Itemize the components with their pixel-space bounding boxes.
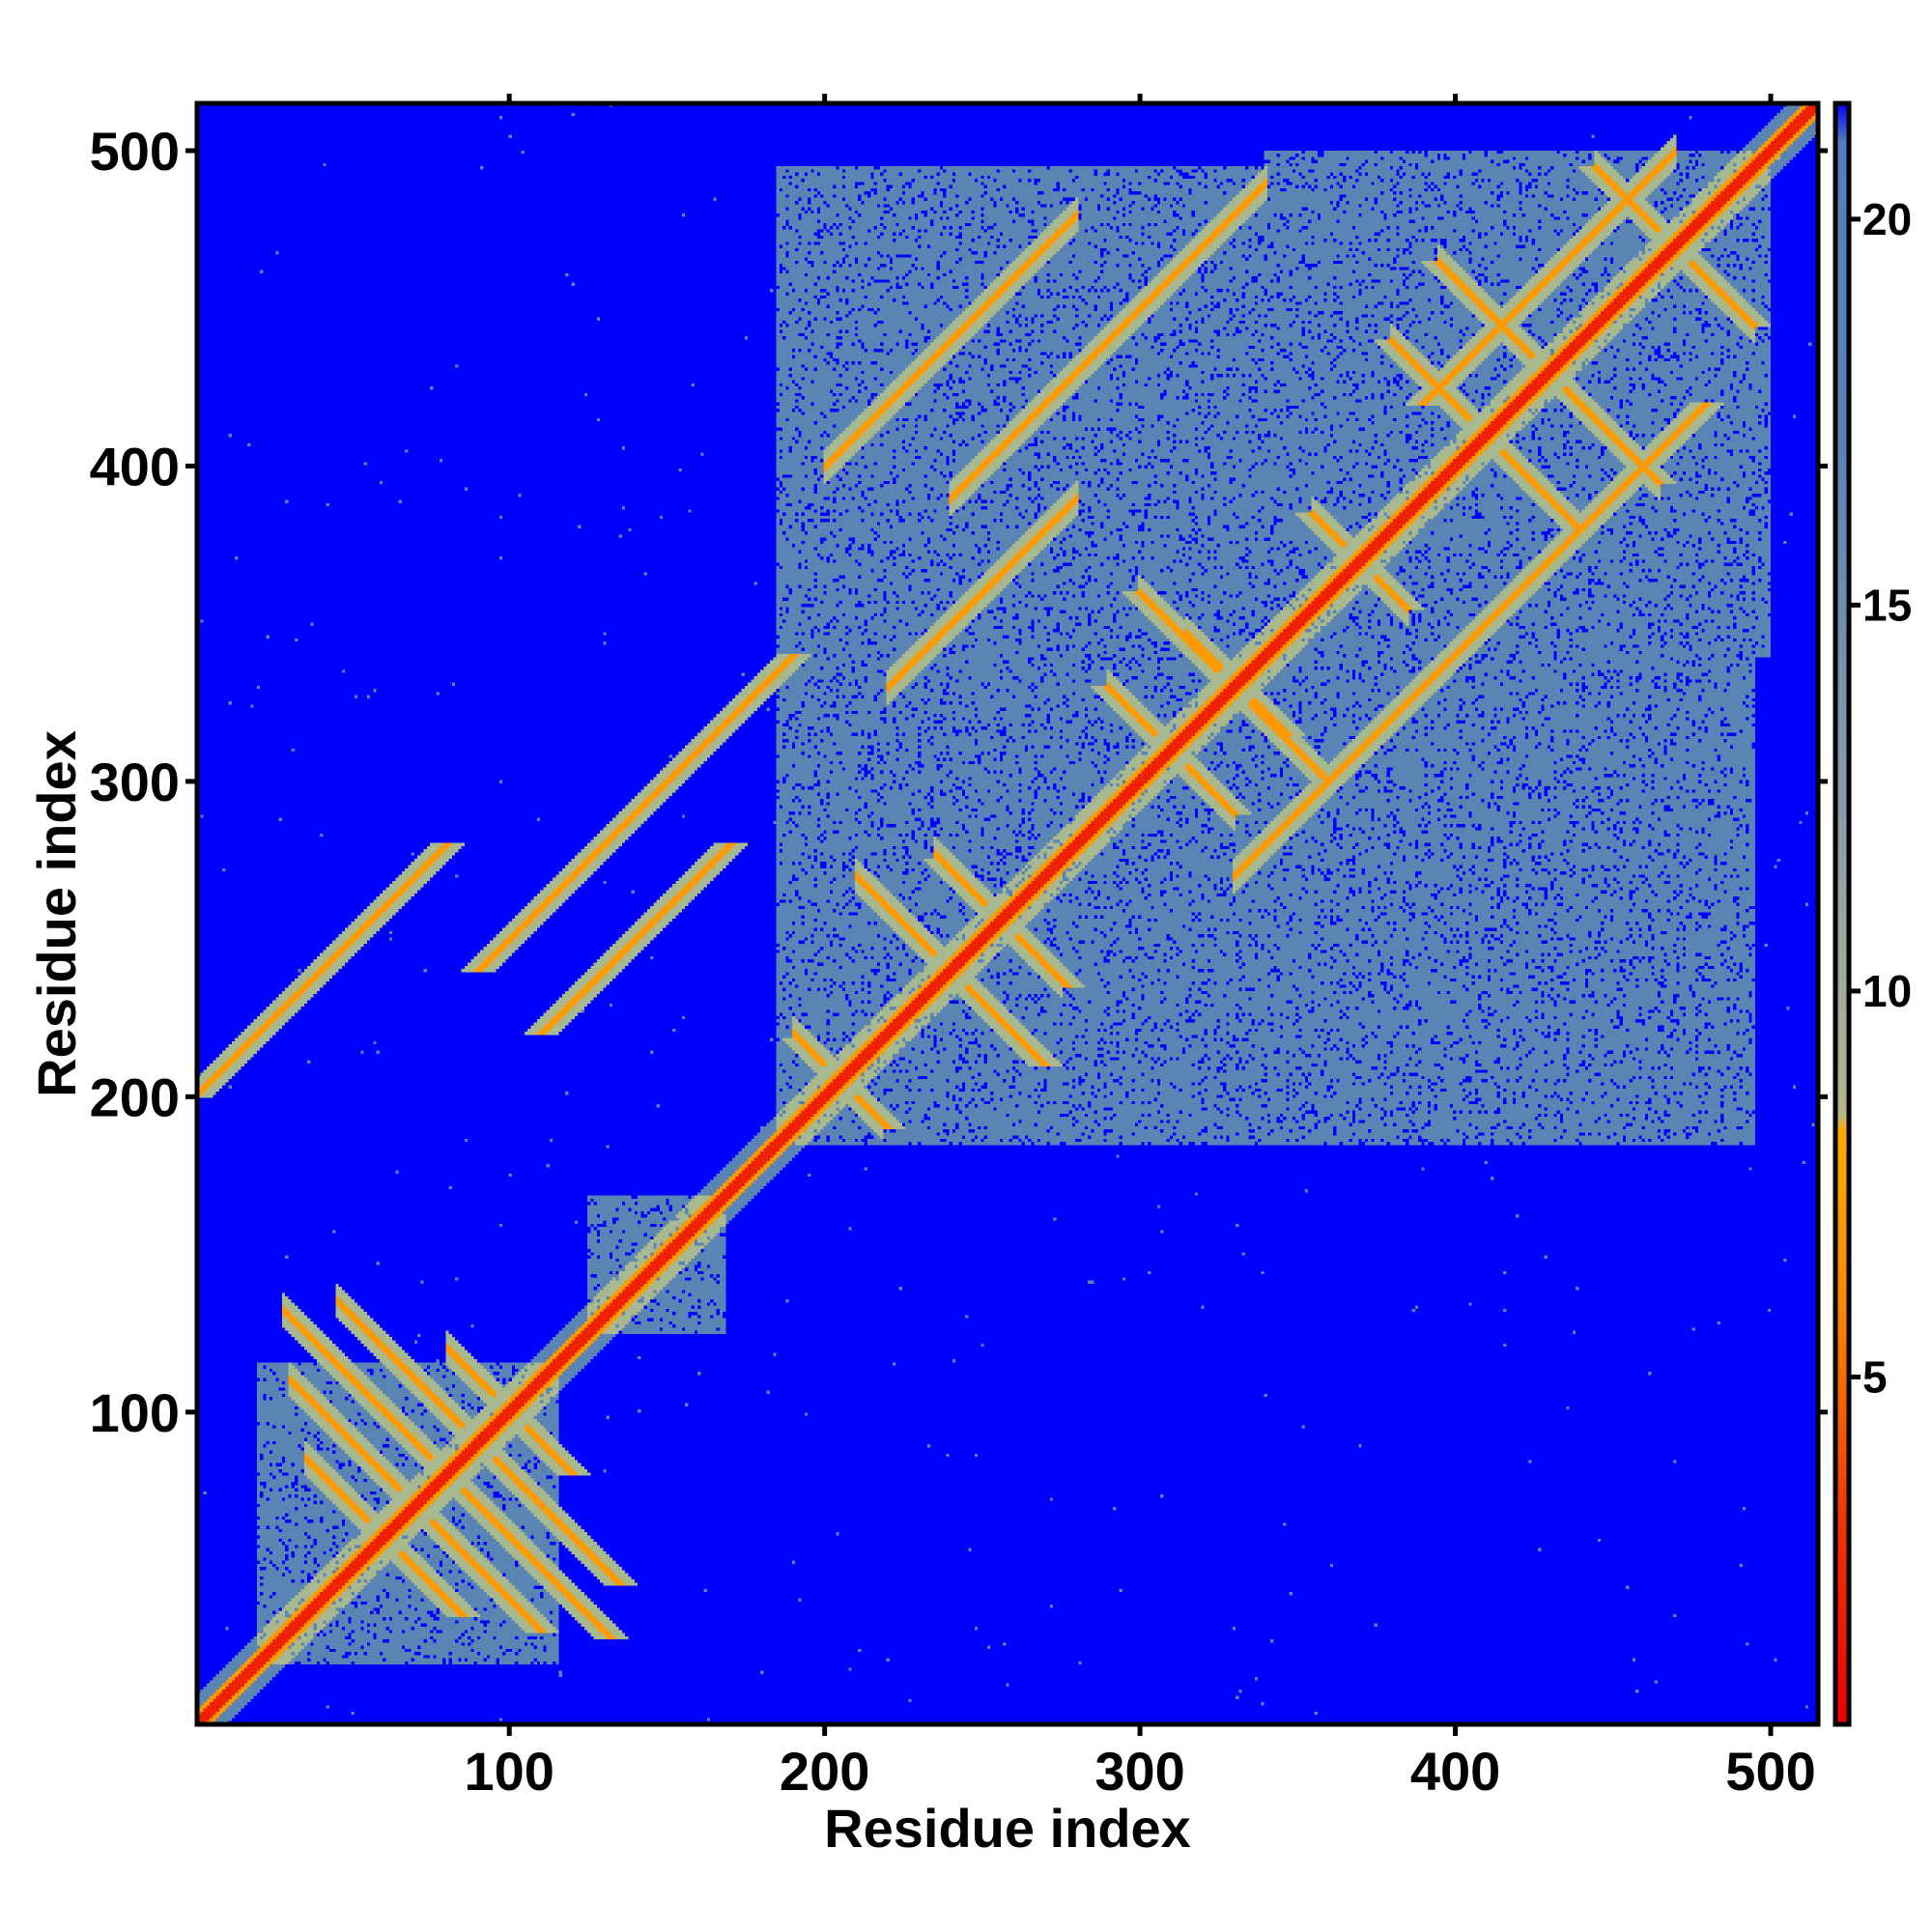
colorbar-tick-label: 20 — [1862, 194, 1912, 244]
heatmap-image — [197, 103, 1818, 1724]
y-tick-label: 400 — [90, 436, 180, 497]
x-tick-label: 100 — [464, 1741, 554, 1802]
x-tick-label: 500 — [1725, 1741, 1815, 1802]
colorbar-tick-label: 5 — [1862, 1351, 1888, 1402]
y-axis-title: Residue index — [26, 730, 87, 1097]
y-tick-label: 500 — [90, 121, 180, 182]
y-axis: 100 200 300 400 500 — [90, 121, 1828, 1443]
y-tick-label: 100 — [90, 1382, 180, 1443]
y-tick-label: 200 — [90, 1066, 180, 1127]
y-tick-label: 300 — [90, 752, 180, 812]
plot-frame — [194, 100, 1821, 1727]
plot-area — [194, 100, 1821, 1727]
x-axis: 100 200 300 400 500 — [464, 1724, 1816, 1802]
top-axis-ticks — [506, 94, 1774, 103]
colorbar-tick-label: 10 — [1862, 966, 1912, 1016]
x-tick-label: 200 — [780, 1741, 869, 1802]
colorbar-gradient — [1835, 103, 1849, 1724]
colorbar-ticks: 5 10 15 20 — [1849, 194, 1912, 1402]
x-tick-label: 400 — [1410, 1741, 1500, 1802]
colorbar-frame — [1833, 100, 1852, 1727]
x-axis-title: Residue index — [824, 1798, 1191, 1859]
x-tick-label: 300 — [1094, 1741, 1184, 1802]
colorbar-tick-label: 15 — [1862, 580, 1912, 630]
colorbar: 5 10 15 20 — [1833, 100, 1912, 1727]
